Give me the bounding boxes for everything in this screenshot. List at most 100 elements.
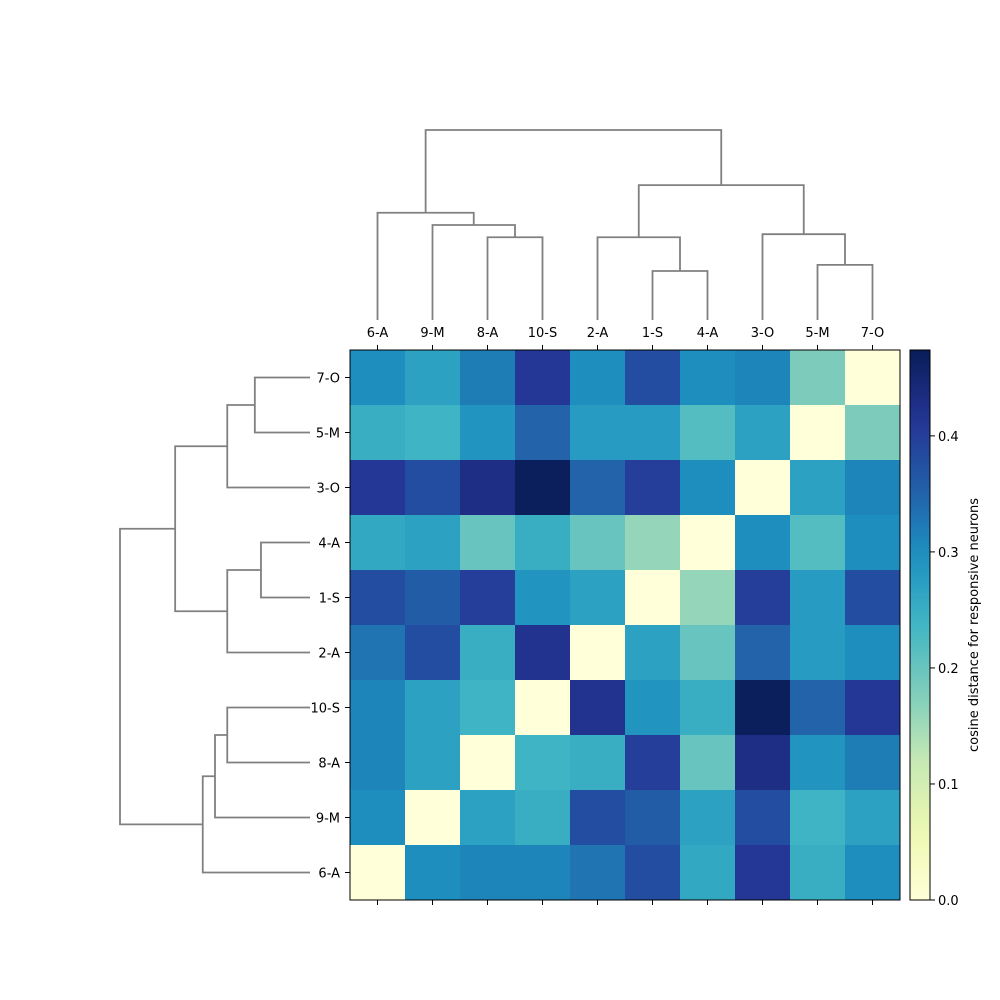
heatmap-cell <box>735 460 791 516</box>
heatmap-cell <box>790 515 846 571</box>
row-tick-label: 10-S <box>311 702 341 717</box>
row-dendrogram-link <box>174 445 228 613</box>
heatmap-cell <box>350 790 406 846</box>
row-tick-label: 1-S <box>319 592 340 607</box>
heatmap-cell <box>350 680 406 736</box>
heatmap-cell <box>570 405 626 461</box>
column-tick-label: 8-A <box>477 326 499 341</box>
heatmap-cell <box>625 845 681 901</box>
heatmap-cell <box>735 570 791 626</box>
colorbar-tick-label: 0.1 <box>938 778 959 793</box>
heatmap-cell <box>680 735 736 791</box>
heatmap-cell <box>625 625 681 681</box>
heatmap-cell <box>405 350 461 406</box>
heatmap-cell <box>680 845 736 901</box>
row-tick-label: 4-A <box>318 537 340 552</box>
column-dendrogram-link <box>596 236 681 320</box>
column-tick-label: 1-S <box>642 326 663 341</box>
heatmap-cell <box>515 680 571 736</box>
heatmap-cell <box>735 515 791 571</box>
heatmap-cell <box>460 790 516 846</box>
heatmap-cell <box>515 405 571 461</box>
heatmap-cell <box>570 515 626 571</box>
heatmap-cell <box>460 570 516 626</box>
heatmap-cell <box>845 350 901 406</box>
heatmap-cell <box>405 735 461 791</box>
heatmap-cell <box>515 790 571 846</box>
colorbar-tick-label: 0.0 <box>938 894 959 909</box>
row-tick-label: 2-A <box>318 647 340 662</box>
heatmap-cell <box>460 515 516 571</box>
row-tick-label: 7-O <box>316 372 340 387</box>
heatmap-cell <box>625 405 681 461</box>
heatmap-cell <box>460 625 516 681</box>
row-dendrogram-link <box>253 376 310 434</box>
heatmap-cell <box>680 790 736 846</box>
heatmap-cell <box>350 460 406 516</box>
heatmap-cell <box>790 350 846 406</box>
heatmap-cell <box>405 625 461 681</box>
row-tick-label: 9-M <box>316 812 340 827</box>
heatmap-cell <box>405 790 461 846</box>
heatmap-cell <box>625 515 681 571</box>
heatmap-cell <box>625 460 681 516</box>
column-dendrogram-link <box>376 211 475 320</box>
heatmap-cell <box>680 680 736 736</box>
heatmap-cell <box>845 405 901 461</box>
heatmap-cell <box>350 845 406 901</box>
column-dendrogram-link <box>424 129 723 213</box>
heatmap-cell <box>460 405 516 461</box>
column-tick-label: 10-S <box>528 326 558 341</box>
heatmap-cell <box>570 570 626 626</box>
heatmap-cell <box>570 625 626 681</box>
heatmap-cell <box>790 460 846 516</box>
heatmap-cell <box>845 460 901 516</box>
colorbar-tick-label: 0.3 <box>938 546 959 561</box>
row-dendrogram-link <box>214 734 310 819</box>
heatmap-cell <box>625 790 681 846</box>
colorbar-gradient <box>909 349 931 901</box>
heatmap-cell <box>515 845 571 901</box>
colorbar: 0.0 0.1 0.2 0.3 0.4 <box>909 349 959 909</box>
heatmap-cell <box>845 625 901 681</box>
column-dendrogram-link <box>637 184 805 238</box>
heatmap-cell <box>405 680 461 736</box>
heatmap-cell <box>790 680 846 736</box>
heatmap-cell <box>570 350 626 406</box>
heatmap-cell <box>790 570 846 626</box>
heatmap-cell <box>515 350 571 406</box>
heatmap-cells <box>350 350 901 901</box>
heatmap-cell <box>845 515 901 571</box>
heatmap-cell <box>735 405 791 461</box>
column-dendrogram-link <box>816 263 874 320</box>
heatmap-cell <box>515 625 571 681</box>
column-tick-labels: 6-A 9-M 8-A 10-S 2-A 1-S 4-A 3-O 5-M 7-O <box>367 326 884 350</box>
colorbar-tick-label: 0.4 <box>938 430 959 445</box>
row-tick-label: 8-A <box>318 757 340 772</box>
row-tick-label: 5-M <box>316 427 340 442</box>
heatmap-cell <box>350 515 406 571</box>
heatmap-cell <box>570 680 626 736</box>
heatmap-cell <box>735 625 791 681</box>
row-tick-label: 6-A <box>318 867 340 882</box>
heatmap-cell <box>845 680 901 736</box>
row-dendrogram-link <box>226 404 310 489</box>
heatmap-cell <box>405 515 461 571</box>
heatmap-cell <box>460 350 516 406</box>
heatmap-cell <box>735 845 791 901</box>
heatmap-cell <box>625 570 681 626</box>
heatmap-cell <box>350 570 406 626</box>
heatmap-cell <box>845 790 901 846</box>
heatmap-cell <box>680 405 736 461</box>
heatmap-cell <box>405 845 461 901</box>
column-tick-label: 4-A <box>697 326 719 341</box>
heatmap-frame <box>349 349 901 901</box>
column-tick-label: 2-A <box>587 326 609 341</box>
column-tick-label: 3-O <box>751 326 775 341</box>
heatmap-cell <box>790 735 846 791</box>
column-tick-label: 6-A <box>367 326 389 341</box>
row-dendrogram-link <box>260 541 310 599</box>
heatmap-cell <box>405 405 461 461</box>
heatmap-cell <box>515 735 571 791</box>
